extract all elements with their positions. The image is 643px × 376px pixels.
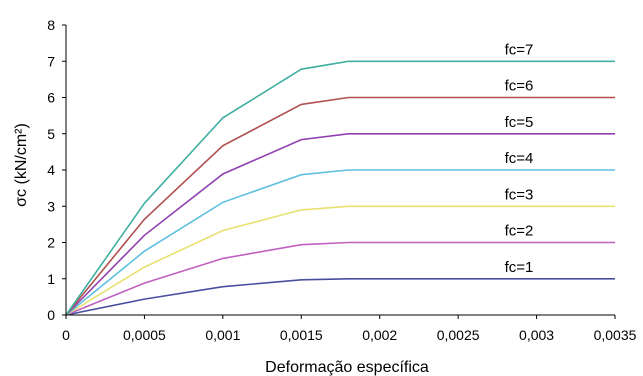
series-line-fc-2: [65, 241, 615, 316]
y-tick-label: 3: [47, 198, 55, 214]
x-axis-title: Deformação específica: [265, 359, 429, 376]
series-label-fc-1: fc=1: [505, 259, 534, 276]
x-tick-label: 0,002: [362, 327, 397, 343]
y-tick-label: 6: [47, 90, 55, 106]
series-line-fc-4: [65, 169, 615, 316]
y-tick-label: 4: [47, 162, 55, 178]
x-tick-label: 0,0005: [123, 327, 166, 343]
x-tick-label: 0,001: [205, 327, 240, 343]
series-label-fc-3: fc=3: [505, 186, 534, 203]
x-tick-label: 0,0035: [594, 327, 637, 343]
series-line-fc-6: [65, 96, 615, 316]
series-label-fc-7: fc=7: [505, 41, 534, 58]
series-line-fc-5: [65, 133, 615, 316]
x-tick-label: 0,0025: [437, 327, 480, 343]
y-axis-title: σc (kN/cm²): [13, 123, 30, 207]
x-axis: 0 0,0005 0,001 0,0015 0,002 0,0025 0,003 0,0035: [62, 314, 637, 343]
y-axis: 0 1 2 3 4 5 6 7 8: [47, 17, 67, 323]
series-line-fc-3: [65, 205, 615, 316]
y-tick-label: 8: [47, 17, 55, 33]
series-label-fc-4: fc=4: [505, 150, 534, 167]
x-tick-label: 0: [62, 327, 70, 343]
y-tick-label: 5: [47, 126, 55, 142]
series-line-fc-1: [65, 278, 615, 316]
series-label-fc-6: fc=6: [505, 78, 534, 95]
series-lines: [65, 60, 615, 316]
x-tick-label: 0,003: [519, 327, 554, 343]
y-tick-label: 0: [47, 307, 55, 323]
series-line-fc-7: [65, 60, 615, 316]
y-tick-label: 1: [47, 271, 55, 287]
x-tick-label: 0,0015: [280, 327, 323, 343]
y-tick-label: 7: [47, 53, 55, 69]
series-label-fc-2: fc=2: [505, 223, 534, 240]
series-labels: fc=1 fc=2 fc=3 fc=4 fc=5 fc=6 fc=7: [505, 41, 534, 276]
series-label-fc-5: fc=5: [505, 114, 534, 131]
y-tick-label: 2: [47, 235, 55, 251]
